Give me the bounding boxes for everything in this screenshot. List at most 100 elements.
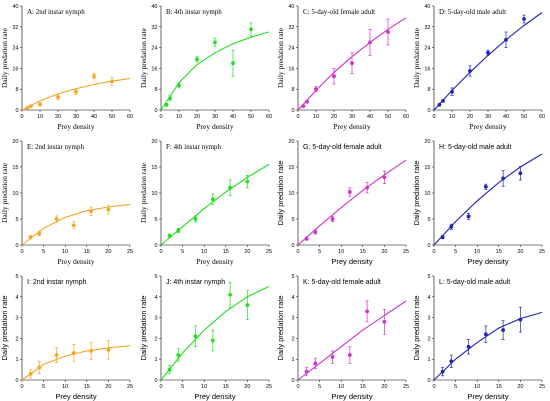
y-tick-label: 3: [427, 316, 430, 322]
x-tick-label: 0: [20, 384, 23, 390]
x-tick-label: 0: [20, 114, 23, 120]
x-tick-label: 15: [223, 249, 229, 255]
data-point: [313, 230, 318, 234]
y-tick-label: 0: [291, 108, 294, 114]
x-tick-label: 5: [454, 249, 457, 255]
y-tick-label: 5: [427, 217, 430, 223]
x-axis-label: Prey density: [331, 392, 373, 401]
y-tick-label: 16: [12, 66, 18, 72]
y-tick-label: 10: [424, 191, 430, 197]
panel-title: L: 5-day-old male adult: [439, 279, 510, 286]
x-tick-label: 50: [109, 114, 115, 120]
x-tick-label: 25: [266, 384, 272, 390]
data-point: [37, 365, 42, 370]
x-tick-label: 20: [55, 114, 61, 120]
y-tick-label: 8: [154, 87, 157, 93]
y-axis-label: Daily predation rate: [0, 27, 9, 88]
panel-title: K: 5-day-old female adult: [303, 279, 381, 286]
data-point: [301, 104, 306, 108]
x-tick-label: 10: [338, 384, 344, 390]
x-tick-label: 0: [432, 114, 435, 120]
panel-title: C: 5-day-old female adult: [303, 8, 375, 16]
y-tick-label: 3: [291, 316, 294, 322]
y-tick-label: 0: [427, 378, 430, 384]
panel-d: 0 10 20 30 40 50 60 0 8 16 24 32 40 Prey density Daily…: [412, 4, 545, 131]
x-tick-label: 40: [503, 114, 509, 120]
x-axis-label: Prey density: [331, 257, 373, 266]
data-point: [466, 214, 471, 219]
data-point: [38, 102, 42, 107]
x-tick-label: 15: [496, 249, 502, 255]
data-point: [71, 351, 76, 355]
data-point: [228, 185, 233, 190]
y-tick-label: 0: [291, 378, 294, 384]
data-point: [176, 228, 181, 233]
panel-c: 0 10 20 30 40 50 60 0 8 16 24 32 40 Prey density Daily…: [276, 4, 409, 131]
fitted-curve: [297, 300, 407, 381]
panel-h: 0 5 10 15 20 25 0 5 10 15 20 Prey density Daily pred…: [412, 139, 545, 266]
y-axis-label: Daily predation rate: [0, 295, 9, 360]
data-point: [193, 217, 198, 221]
y-tick-label: 0: [154, 108, 157, 114]
data-point: [106, 207, 111, 212]
data-point: [440, 235, 445, 240]
x-tick-label: 0: [159, 249, 162, 255]
data-point: [177, 83, 181, 88]
x-axis-label: Prey density: [467, 392, 509, 401]
y-tick-label: 5: [291, 217, 294, 223]
y-axis-label: Daily predation rate: [276, 27, 285, 88]
y-tick-label: 5: [154, 274, 157, 280]
data-point: [501, 328, 506, 332]
x-axis-label: Prey density: [55, 392, 97, 401]
x-tick-label: 40: [230, 114, 236, 120]
y-tick-label: 15: [12, 165, 18, 171]
data-point: [176, 353, 181, 357]
y-tick-label: 5: [15, 274, 18, 280]
data-point: [518, 171, 523, 176]
x-tick-label: 10: [474, 249, 480, 255]
x-tick-label: 20: [381, 384, 387, 390]
y-tick-label: 32: [288, 25, 294, 31]
data-point: [54, 353, 59, 357]
x-tick-label: 20: [194, 114, 200, 120]
x-tick-label: 5: [181, 384, 184, 390]
panel-j: 0 5 10 15 20 25 0 1 2 3 4 5 Prey density Daily predat…: [139, 274, 272, 401]
data-point: [56, 95, 60, 99]
data-point: [486, 50, 490, 55]
data-point: [29, 104, 33, 108]
x-tick-label: 15: [84, 384, 90, 390]
data-point: [468, 69, 472, 73]
data-point: [365, 185, 370, 190]
x-tick-label: 15: [223, 384, 229, 390]
y-tick-label: 5: [15, 217, 18, 223]
y-tick-label: 8: [15, 87, 18, 93]
data-point: [92, 74, 96, 79]
data-point: [449, 224, 454, 229]
y-tick-label: 2: [154, 336, 157, 342]
x-tick-label: 40: [367, 114, 373, 120]
data-point: [305, 99, 309, 104]
data-point: [449, 359, 454, 364]
y-tick-label: 0: [15, 108, 18, 114]
x-tick-label: 50: [385, 114, 391, 120]
y-axis-label: Daily predation rate: [139, 27, 148, 88]
y-tick-label: 32: [12, 25, 18, 31]
y-tick-label: 20: [151, 139, 157, 145]
x-tick-label: 20: [467, 114, 473, 120]
x-tick-label: 0: [432, 384, 435, 390]
y-axis-label: Daily predation rate: [0, 162, 9, 223]
x-tick-label: 40: [91, 114, 97, 120]
x-axis-label: Prey density: [57, 257, 95, 266]
y-tick-label: 10: [151, 191, 157, 197]
data-point: [314, 87, 318, 92]
x-tick-label: 60: [539, 114, 545, 120]
panel-a: 0 10 20 30 40 50 60 0 8 16 24 32 40 Prey density Daily…: [0, 4, 133, 131]
data-point: [28, 235, 33, 240]
y-tick-label: 40: [424, 4, 430, 10]
y-tick-label: 4: [427, 295, 430, 301]
data-point: [382, 175, 387, 180]
panel-k: 0 5 10 15 20 25 0 1 2 3 4 5 Prey density Daily predat…: [276, 274, 409, 401]
fitted-curve: [160, 285, 270, 381]
y-tick-label: 20: [288, 139, 294, 145]
x-tick-label: 20: [517, 384, 523, 390]
